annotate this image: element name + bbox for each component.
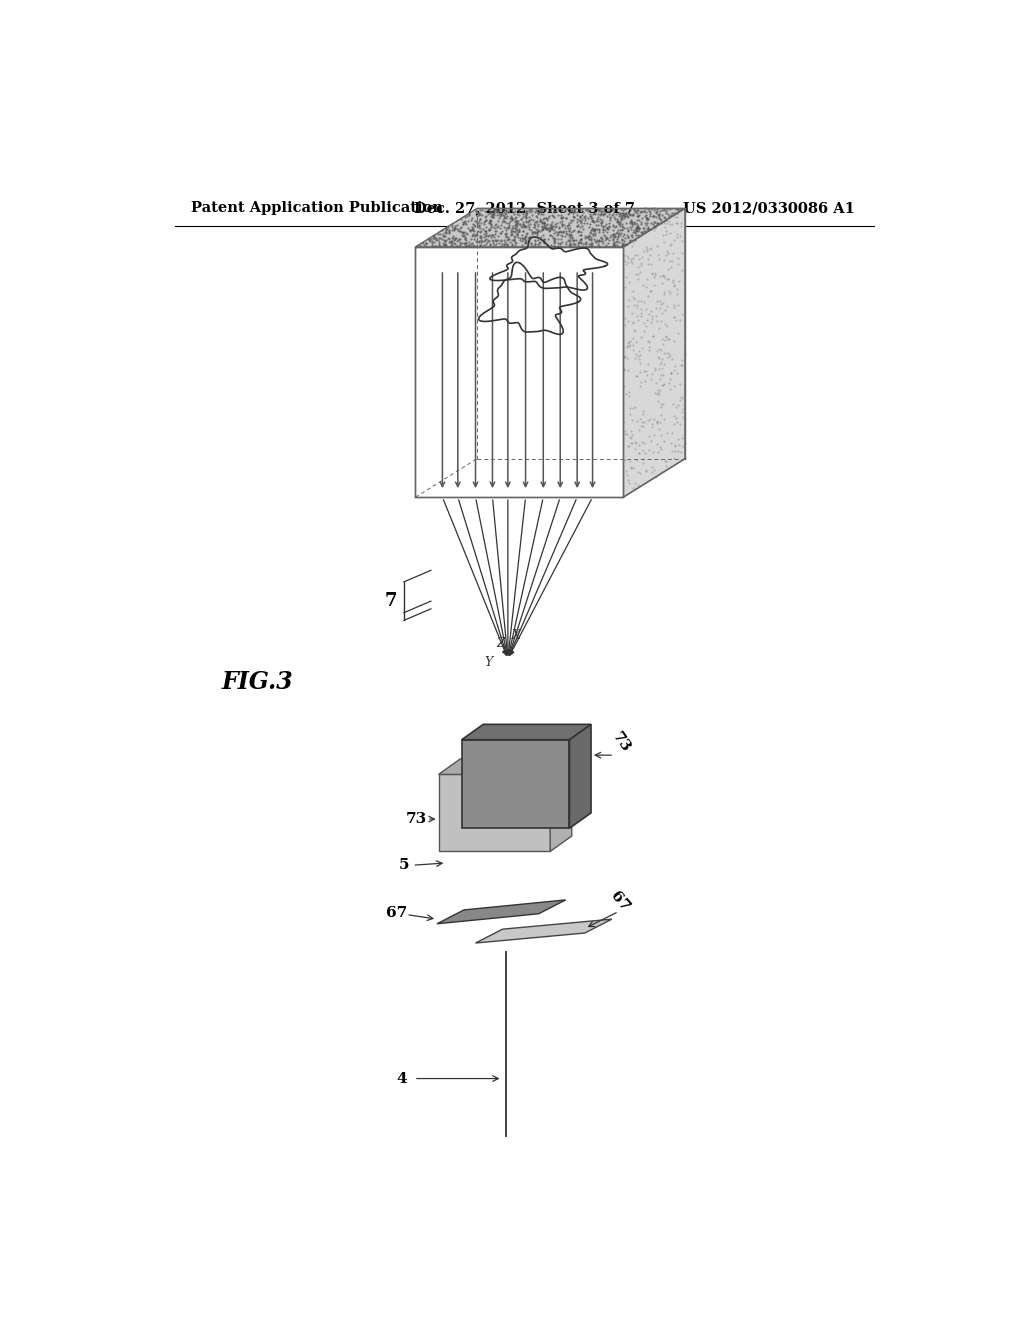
Text: Patent Application Publication: Patent Application Publication: [190, 202, 442, 215]
Text: 73: 73: [407, 812, 427, 826]
Text: 7: 7: [385, 593, 397, 610]
Text: 67: 67: [386, 906, 408, 920]
Polygon shape: [437, 900, 565, 924]
Text: X: X: [512, 630, 520, 643]
Text: 67: 67: [608, 888, 633, 913]
Polygon shape: [475, 919, 611, 942]
Text: 5: 5: [398, 858, 409, 873]
Polygon shape: [438, 759, 571, 775]
Polygon shape: [569, 725, 591, 829]
Polygon shape: [438, 775, 550, 851]
Text: 73: 73: [609, 730, 633, 755]
Polygon shape: [462, 725, 591, 739]
Text: 4: 4: [396, 1072, 407, 1085]
Polygon shape: [462, 739, 569, 829]
Polygon shape: [416, 247, 624, 498]
Text: Dec. 27, 2012  Sheet 3 of 7: Dec. 27, 2012 Sheet 3 of 7: [414, 202, 635, 215]
Text: Y: Y: [484, 656, 493, 669]
Text: US 2012/0330086 A1: US 2012/0330086 A1: [683, 202, 855, 215]
Text: Z: Z: [497, 638, 505, 649]
Text: FIG.3: FIG.3: [221, 671, 293, 694]
Polygon shape: [550, 759, 571, 851]
Polygon shape: [416, 209, 685, 247]
Polygon shape: [624, 209, 685, 498]
